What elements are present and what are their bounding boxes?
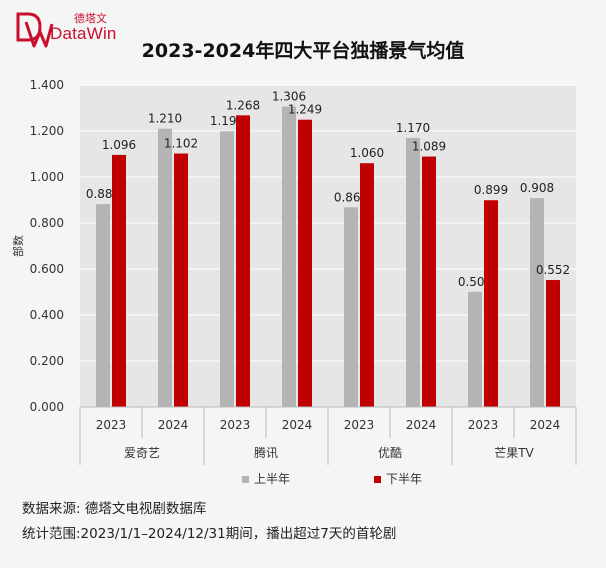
y-tick-label: 0.600 <box>30 262 64 276</box>
data-label: 1.268 <box>226 98 260 112</box>
data-label: 1.060 <box>350 146 384 160</box>
bar <box>96 204 110 407</box>
data-label: 0.882 <box>86 187 120 201</box>
y-tick-label: 1.400 <box>30 78 64 92</box>
x-tick-label: 2023 <box>220 418 251 432</box>
x-tick-label: 2023 <box>344 418 375 432</box>
bar <box>422 156 436 407</box>
y-tick-label: 0.200 <box>30 354 64 368</box>
data-label: 1.210 <box>148 112 182 126</box>
data-source-note: 数据来源: 德塔文电视剧数据库 <box>22 501 207 517</box>
logo-en-text: DataWin <box>50 24 117 43</box>
bar <box>282 106 296 408</box>
x-group-label: 芒果TV <box>494 445 534 460</box>
data-label: 1.096 <box>102 138 136 152</box>
data-label: 1.249 <box>288 103 322 117</box>
x-tick-label: 2024 <box>406 418 437 432</box>
bar <box>546 280 560 407</box>
legend-label: 下半年 <box>386 472 422 486</box>
x-group-label: 腾讯 <box>254 445 278 460</box>
y-tick-label: 0.400 <box>30 308 64 322</box>
bar <box>174 153 188 407</box>
bar <box>406 137 420 407</box>
bar <box>344 207 358 407</box>
y-tick-label: 0.000 <box>30 400 64 414</box>
logo-cn-text: 德塔文 <box>74 12 107 25</box>
data-label: 0.868 <box>334 190 368 204</box>
chart-title: 2023-2024年四大平台独播景气均值 <box>141 40 465 62</box>
bar <box>236 115 250 408</box>
x-tick-label: 2023 <box>468 418 499 432</box>
x-tick-label: 2023 <box>96 418 127 432</box>
data-label: 1.306 <box>272 90 306 104</box>
x-group-label: 优酷 <box>378 446 402 460</box>
bar <box>360 163 374 407</box>
bar <box>158 128 172 407</box>
x-tick-label: 2024 <box>530 418 561 432</box>
data-label: 1.170 <box>396 121 430 135</box>
y-tick-label: 0.800 <box>30 216 64 230</box>
data-label: 1.089 <box>412 140 446 154</box>
bar <box>468 291 482 407</box>
x-tick-label: 2024 <box>282 418 313 432</box>
data-range-note: 统计范围:2023/1/1–2024/12/31期间，播出超过7天的首轮剧 <box>22 526 397 542</box>
datawin-logo: 德塔文 DataWin <box>14 8 154 48</box>
x-tick-label: 2024 <box>158 418 189 432</box>
bar <box>220 131 234 408</box>
data-label: 0.908 <box>520 181 554 195</box>
bar <box>112 154 126 407</box>
y-tick-label: 1.200 <box>30 124 64 138</box>
data-label: 0.501 <box>458 275 492 289</box>
bar <box>298 119 312 407</box>
data-label: 1.102 <box>164 137 198 151</box>
bar <box>530 198 544 407</box>
bar <box>484 200 498 407</box>
y-axis-label: 部数 <box>11 235 25 257</box>
legend-swatch <box>374 476 381 483</box>
legend-label: 上半年 <box>254 472 290 486</box>
data-label: 0.899 <box>474 183 508 197</box>
legend-swatch <box>242 476 249 483</box>
data-label: 0.552 <box>536 263 570 277</box>
data-label: 1.199 <box>210 114 244 128</box>
datawin-logo-icon <box>16 12 54 48</box>
plot-area <box>80 85 576 407</box>
y-tick-label: 1.000 <box>30 170 64 184</box>
x-group-label: 爱奇艺 <box>124 446 160 460</box>
